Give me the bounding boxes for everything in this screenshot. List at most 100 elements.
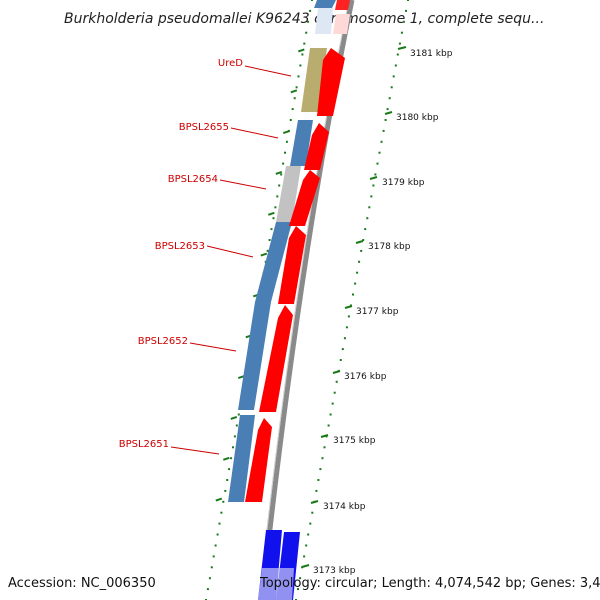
guide-dot bbox=[386, 108, 389, 111]
guide-dot bbox=[216, 533, 219, 536]
guide-dot bbox=[321, 457, 324, 460]
cds-feature-bpsl2655[interactable] bbox=[290, 120, 313, 166]
gene-label-bpsl2652[interactable]: BPSL2652 bbox=[138, 336, 188, 347]
guide-dot bbox=[299, 64, 302, 67]
guide-dot bbox=[299, 577, 302, 580]
guide-dot bbox=[212, 555, 215, 558]
guide-dash bbox=[215, 497, 223, 502]
guide-dot bbox=[347, 315, 350, 318]
guide-dot bbox=[206, 588, 209, 591]
guide-dot bbox=[224, 489, 227, 492]
guide-dot bbox=[278, 184, 281, 187]
guide-dot bbox=[317, 479, 320, 481]
guide-dot bbox=[362, 239, 365, 241]
guide-dot bbox=[400, 31, 403, 34]
guide-dot bbox=[402, 20, 405, 23]
guide-dot bbox=[364, 228, 367, 231]
guide-dot bbox=[208, 577, 211, 580]
guide-dot bbox=[311, 0, 313, 1]
guide-dot bbox=[335, 380, 338, 383]
guide-dot bbox=[218, 522, 221, 525]
guide-dot bbox=[341, 348, 344, 351]
guide-dot bbox=[233, 435, 236, 438]
guide-dot bbox=[356, 271, 359, 274]
gene-label-ured[interactable]: UreD bbox=[218, 58, 243, 69]
tick-label-3178: 3178 kbp bbox=[368, 242, 411, 252]
guide-dot bbox=[368, 206, 371, 209]
cds-feature-top-left[interactable] bbox=[314, 0, 336, 8]
guide-dot bbox=[235, 424, 238, 427]
guide-dot bbox=[327, 424, 330, 427]
forward-cds-2[interactable] bbox=[304, 123, 329, 170]
guide-dot bbox=[222, 500, 225, 503]
cds-feature-bpsl2652[interactable] bbox=[238, 302, 271, 410]
guide-dot bbox=[297, 75, 300, 78]
tick-label-3177: 3177 kbp bbox=[356, 307, 399, 317]
forward-strand-features bbox=[245, 0, 350, 502]
cds-feature-ured[interactable] bbox=[301, 48, 327, 112]
guide-dot bbox=[343, 337, 346, 340]
guide-dot bbox=[307, 20, 310, 23]
guide-dot bbox=[291, 108, 294, 111]
guide-dash bbox=[267, 211, 275, 216]
guide-dot bbox=[388, 97, 391, 100]
guide-dot bbox=[407, 0, 409, 1]
guide-dot bbox=[305, 31, 308, 34]
forward-cds-4[interactable] bbox=[278, 226, 306, 304]
guide-dot bbox=[380, 140, 383, 143]
guide-dash bbox=[222, 456, 230, 461]
guide-dot bbox=[303, 555, 306, 558]
forward-cds-pale-top[interactable] bbox=[333, 14, 350, 34]
reverse-strand-features bbox=[228, 0, 336, 502]
guide-dot bbox=[305, 544, 308, 547]
guide-dot bbox=[220, 511, 223, 514]
guide-dot bbox=[396, 53, 399, 56]
guide-dot bbox=[237, 413, 240, 416]
guide-dot bbox=[232, 446, 234, 449]
guide-dot bbox=[360, 249, 363, 252]
tick-label-3174: 3174 kbp bbox=[323, 502, 366, 512]
gene-label-bpsl2655[interactable]: BPSL2655 bbox=[179, 122, 229, 133]
cds-feature-bpsl2651[interactable] bbox=[228, 415, 255, 502]
guide-dot bbox=[394, 64, 397, 67]
guide-dot bbox=[289, 119, 292, 121]
gene-labels: UreD BPSL2655 BPSL2654 BPSL2653 BPSL2652… bbox=[119, 58, 292, 455]
guide-dot bbox=[323, 446, 326, 449]
guide-dash bbox=[290, 89, 298, 94]
guide-dot bbox=[354, 282, 357, 285]
guide-dot bbox=[284, 151, 286, 154]
guide-dot bbox=[339, 359, 342, 361]
forward-cds-3[interactable] bbox=[289, 170, 320, 226]
gene-label-bpsl2653[interactable]: BPSL2653 bbox=[155, 241, 205, 252]
guide-dot bbox=[398, 42, 401, 45]
guide-dot bbox=[390, 86, 393, 89]
tick-label-3179: 3179 kbp bbox=[382, 178, 425, 188]
guide-dot bbox=[374, 173, 377, 176]
guide-dot bbox=[303, 42, 306, 45]
guide-dot bbox=[285, 140, 288, 143]
cds-feature-bpsl2653[interactable] bbox=[255, 222, 292, 302]
bottom-features bbox=[258, 530, 300, 600]
guide-dot bbox=[266, 249, 269, 252]
gene-label-bpsl2654[interactable]: BPSL2654 bbox=[168, 174, 218, 185]
forward-cds-6[interactable] bbox=[245, 418, 272, 502]
forward-cds-1[interactable] bbox=[317, 48, 345, 116]
map-title: Burkholderia pseudomallei K96243 chromos… bbox=[64, 11, 544, 27]
guide-dot bbox=[307, 533, 310, 536]
tick-label-3175: 3175 kbp bbox=[333, 436, 376, 446]
guide-dot bbox=[311, 511, 314, 514]
guide-dot bbox=[276, 195, 279, 198]
forward-cds-top-1[interactable] bbox=[335, 0, 350, 10]
guide-dash bbox=[230, 415, 238, 420]
gene-label-bpsl2651[interactable]: BPSL2651 bbox=[119, 439, 169, 450]
guide-dot bbox=[210, 566, 213, 569]
cds-feature-pale-top[interactable] bbox=[315, 8, 333, 34]
guide-dot bbox=[272, 217, 275, 220]
forward-cds-5[interactable] bbox=[259, 305, 293, 412]
guide-dot bbox=[405, 9, 407, 12]
guide-dot bbox=[372, 184, 375, 187]
guide-dot bbox=[309, 9, 312, 12]
guide-dot bbox=[319, 468, 322, 471]
cds-feature-bpsl2654[interactable] bbox=[276, 166, 301, 222]
tick-label-3173: 3173 kbp bbox=[313, 566, 356, 576]
